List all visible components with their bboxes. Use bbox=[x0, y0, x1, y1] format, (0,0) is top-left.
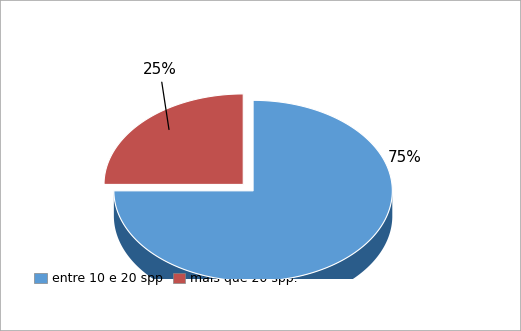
Text: 25%: 25% bbox=[143, 62, 177, 129]
Polygon shape bbox=[104, 94, 243, 184]
Polygon shape bbox=[114, 100, 392, 281]
Legend: entre 10 e 20 spp, mais que 20 spp.: entre 10 e 20 spp, mais que 20 spp. bbox=[29, 267, 303, 290]
Polygon shape bbox=[114, 191, 392, 307]
Text: 75%: 75% bbox=[388, 150, 422, 165]
